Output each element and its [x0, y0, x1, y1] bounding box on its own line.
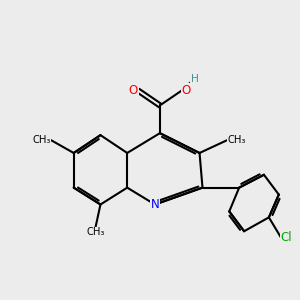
Text: CH₃: CH₃	[227, 135, 246, 145]
Text: N: N	[151, 198, 159, 211]
Text: Cl: Cl	[281, 231, 292, 244]
Text: O: O	[182, 84, 191, 97]
Text: CH₃: CH₃	[33, 135, 51, 145]
Text: H: H	[190, 74, 199, 84]
Text: O: O	[129, 84, 138, 97]
Text: CH₃: CH₃	[86, 227, 105, 237]
